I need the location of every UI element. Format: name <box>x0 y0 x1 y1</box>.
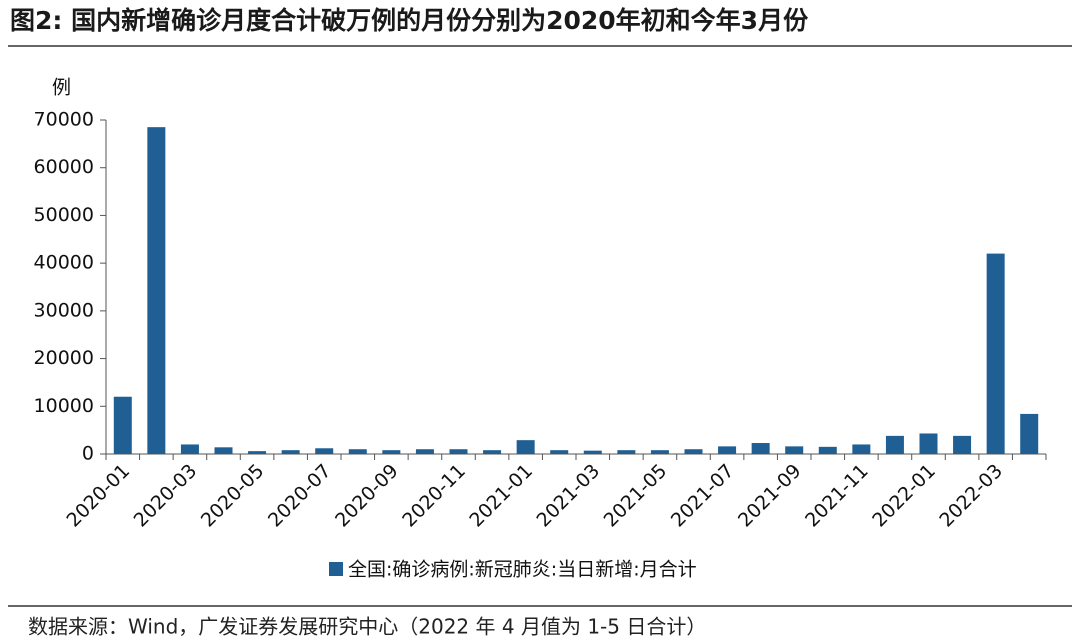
y-tick-label: 60000 <box>34 156 94 178</box>
bar <box>617 450 636 454</box>
bar <box>315 448 334 454</box>
legend-swatch <box>329 562 343 576</box>
x-tick-label: 2020-11 <box>398 460 470 532</box>
x-tick-label: 2021-01 <box>465 460 537 532</box>
y-tick-label: 40000 <box>34 252 94 274</box>
bar <box>718 446 737 454</box>
bar <box>583 450 602 454</box>
chart-title: 图2: 国内新增确诊月度合计破万例的月份分别为2020年初和今年3月份 <box>10 6 808 35</box>
bar <box>281 450 300 454</box>
x-tick-label: 2021-07 <box>667 460 739 532</box>
y-tick-label: 0 <box>82 443 94 465</box>
bar <box>415 449 434 454</box>
bar <box>818 446 837 454</box>
x-tick-label: 2022-01 <box>868 460 940 532</box>
bar <box>348 449 367 454</box>
bar <box>751 443 770 454</box>
bar <box>449 449 468 454</box>
bar <box>785 446 804 454</box>
bar <box>248 451 267 454</box>
y-tick-label: 50000 <box>34 204 94 226</box>
y-tick-label: 20000 <box>34 347 94 369</box>
bar <box>113 396 132 454</box>
x-tick-label: 2022-03 <box>935 460 1007 532</box>
y-axis-label: 例 <box>52 77 71 99</box>
bar <box>516 440 535 454</box>
legend-label: 全国:确诊病例:新冠肺炎:当日新增:月合计 <box>348 559 697 581</box>
x-tick-label: 2021-03 <box>533 460 605 532</box>
x-tick-label: 2020-03 <box>130 460 202 532</box>
x-tick-label: 2021-09 <box>734 460 806 532</box>
bar <box>180 444 199 454</box>
x-tick-label: 2020-01 <box>63 460 135 532</box>
x-tick-label: 2020-05 <box>197 460 269 532</box>
bar <box>382 450 401 454</box>
x-tick-label: 2021-05 <box>600 460 672 532</box>
bar <box>953 435 972 454</box>
x-tick-label: 2021-11 <box>801 460 873 532</box>
bar <box>885 435 904 454</box>
bar <box>684 449 703 454</box>
bar <box>1020 413 1039 454</box>
y-tick-label: 70000 <box>34 109 94 131</box>
x-tick-label: 2020-09 <box>331 460 403 532</box>
x-tick-label: 2020-07 <box>264 460 336 532</box>
bar <box>986 253 1005 454</box>
bar <box>919 433 938 454</box>
bar <box>852 444 871 454</box>
y-tick-label: 30000 <box>34 299 94 321</box>
bar <box>147 127 166 455</box>
bar <box>650 450 669 454</box>
source-note: 数据来源：Wind，广发证券发展研究中心（2022 年 4 月值为 1-5 日合… <box>28 615 706 639</box>
bar <box>214 447 233 454</box>
y-tick-label: 10000 <box>34 395 94 417</box>
bar <box>550 450 569 454</box>
bar <box>483 450 502 454</box>
